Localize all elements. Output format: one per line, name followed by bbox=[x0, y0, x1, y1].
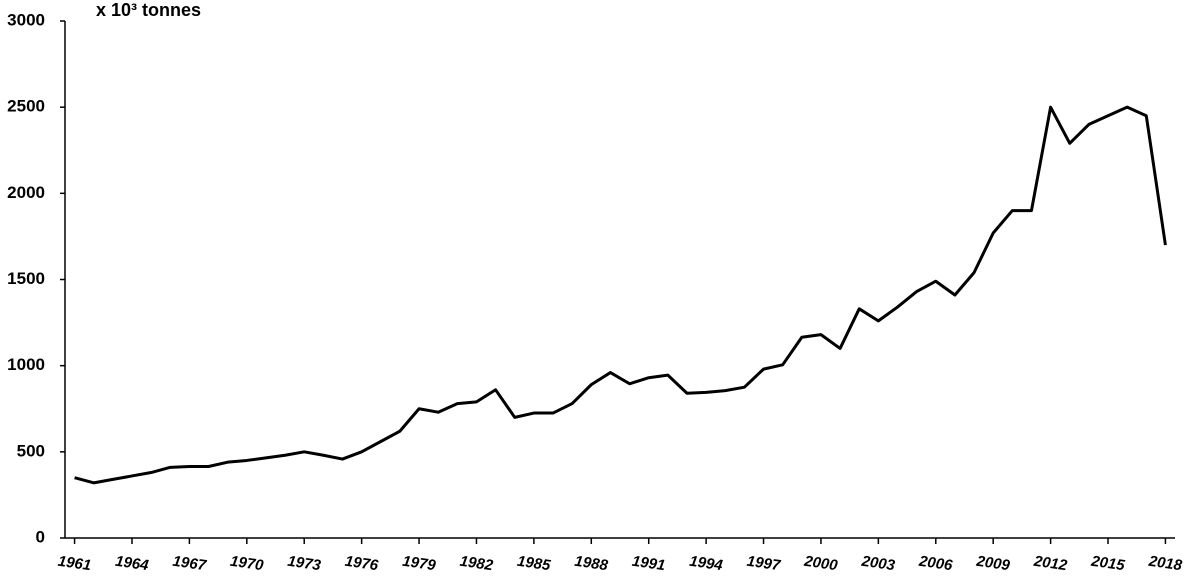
x-tick-label: 1964 bbox=[114, 553, 150, 575]
y-tick-label: 3000 bbox=[7, 10, 45, 29]
x-tick-label: 1988 bbox=[574, 553, 610, 575]
x-tick-label: 1970 bbox=[229, 553, 265, 575]
x-tick-label: 1994 bbox=[688, 553, 724, 575]
x-tick-label: 1973 bbox=[286, 553, 322, 575]
y-axis-label: x 10³ tonnes bbox=[96, 0, 201, 20]
x-tick-label: 2000 bbox=[802, 553, 839, 575]
x-tick-label: 2003 bbox=[860, 553, 897, 575]
y-tick-label: 1000 bbox=[7, 355, 45, 374]
x-tick-label: 1997 bbox=[746, 553, 782, 575]
x-tick-label: 1967 bbox=[172, 553, 208, 575]
y-tick-label: 500 bbox=[17, 441, 45, 460]
y-tick-label: 2000 bbox=[7, 183, 45, 202]
x-tick-label: 2015 bbox=[1089, 553, 1126, 575]
y-tick-label: 0 bbox=[36, 527, 45, 546]
y-tick-label: 1500 bbox=[7, 269, 45, 288]
x-tick-label: 2006 bbox=[917, 553, 954, 575]
x-tick-label: 1961 bbox=[57, 553, 92, 574]
x-tick-label: 2018 bbox=[1147, 553, 1184, 575]
x-tick-label: 1985 bbox=[516, 553, 552, 575]
x-tick-label: 2009 bbox=[974, 553, 1011, 575]
y-tick-label: 2500 bbox=[7, 97, 45, 116]
x-tick-label: 1982 bbox=[459, 553, 495, 575]
x-tick-label: 1991 bbox=[631, 553, 666, 574]
x-tick-label: 1976 bbox=[344, 553, 380, 575]
data-line bbox=[74, 105, 1167, 485]
x-tick-label: 1979 bbox=[401, 553, 437, 575]
x-tick-label: 2012 bbox=[1032, 553, 1069, 575]
